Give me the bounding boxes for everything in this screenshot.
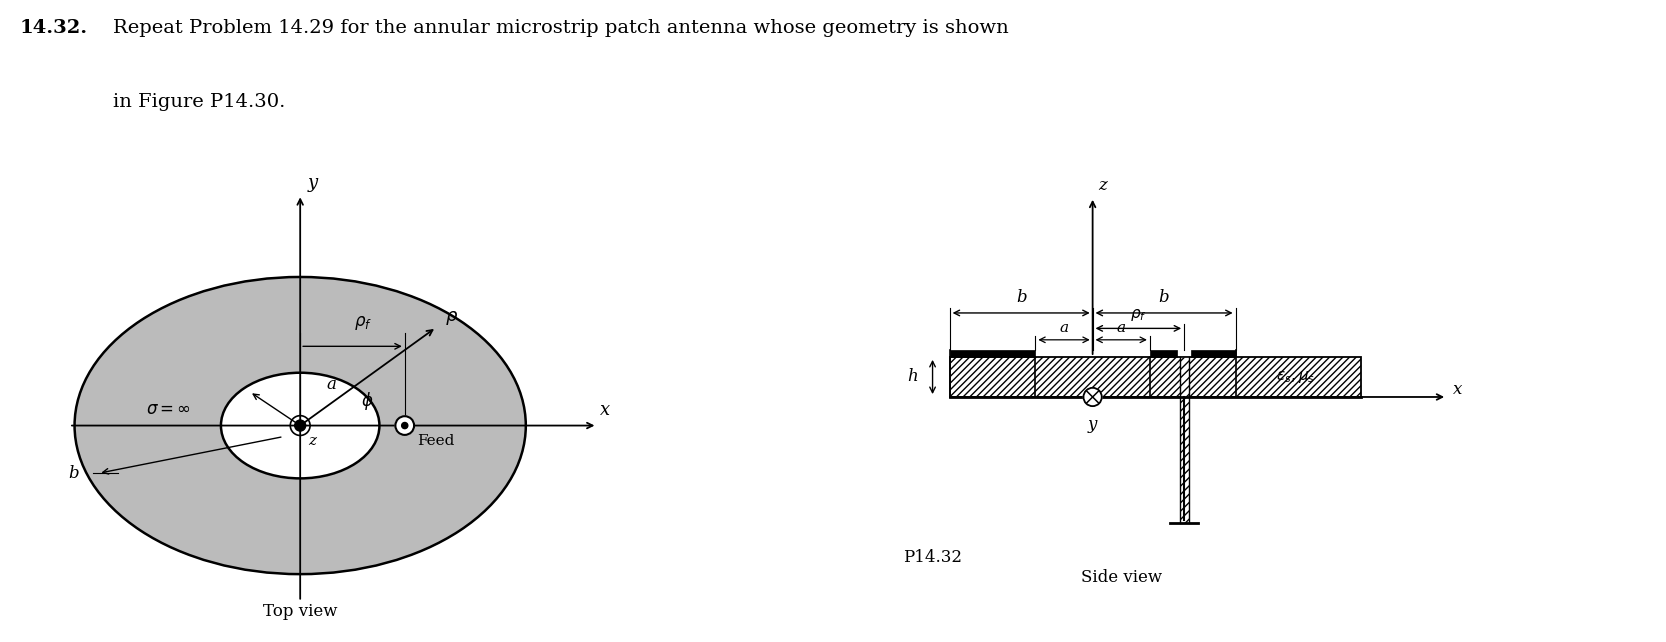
Text: in Figure P14.30.: in Figure P14.30. bbox=[113, 93, 285, 111]
Text: $\varepsilon_s,\mu_s$: $\varepsilon_s,\mu_s$ bbox=[1276, 369, 1314, 385]
Text: $\rho$: $\rho$ bbox=[445, 309, 458, 327]
Text: P14.32: P14.32 bbox=[903, 548, 961, 566]
Bar bbox=[950, 350, 1036, 357]
Bar bbox=[950, 357, 1361, 397]
Circle shape bbox=[1083, 388, 1101, 406]
Circle shape bbox=[402, 422, 408, 429]
Ellipse shape bbox=[222, 373, 380, 478]
Text: x: x bbox=[1453, 381, 1463, 398]
Text: b: b bbox=[68, 465, 78, 482]
Text: $\rho_f$: $\rho_f$ bbox=[355, 314, 373, 332]
Text: b: b bbox=[1016, 289, 1026, 306]
Circle shape bbox=[395, 416, 415, 435]
Text: a: a bbox=[1116, 321, 1126, 335]
Text: z: z bbox=[308, 435, 317, 448]
Text: $\rho_f$: $\rho_f$ bbox=[1130, 307, 1146, 323]
Text: b: b bbox=[1160, 289, 1170, 306]
Text: Repeat Problem 14.29 for the annular microstrip patch antenna whose geometry is : Repeat Problem 14.29 for the annular mic… bbox=[113, 19, 1010, 37]
Text: $\sigma = \infty$: $\sigma = \infty$ bbox=[147, 401, 192, 417]
Text: y: y bbox=[1088, 416, 1098, 433]
Text: y: y bbox=[308, 174, 318, 192]
Text: a: a bbox=[327, 376, 337, 394]
Text: Top view: Top view bbox=[263, 603, 338, 620]
Text: a: a bbox=[1060, 321, 1068, 335]
Text: z: z bbox=[1098, 177, 1108, 194]
Bar bbox=[1191, 350, 1236, 357]
Text: 14.32.: 14.32. bbox=[20, 19, 88, 37]
Text: h: h bbox=[908, 369, 918, 385]
Text: Feed: Feed bbox=[416, 435, 455, 448]
Text: x: x bbox=[600, 401, 610, 419]
Text: $\phi$: $\phi$ bbox=[362, 390, 373, 412]
Circle shape bbox=[295, 420, 305, 431]
Bar bbox=[1180, 357, 1188, 523]
Bar bbox=[1180, 357, 1188, 523]
Text: Side view: Side view bbox=[1081, 569, 1161, 586]
Ellipse shape bbox=[75, 277, 526, 574]
Bar bbox=[1150, 350, 1178, 357]
